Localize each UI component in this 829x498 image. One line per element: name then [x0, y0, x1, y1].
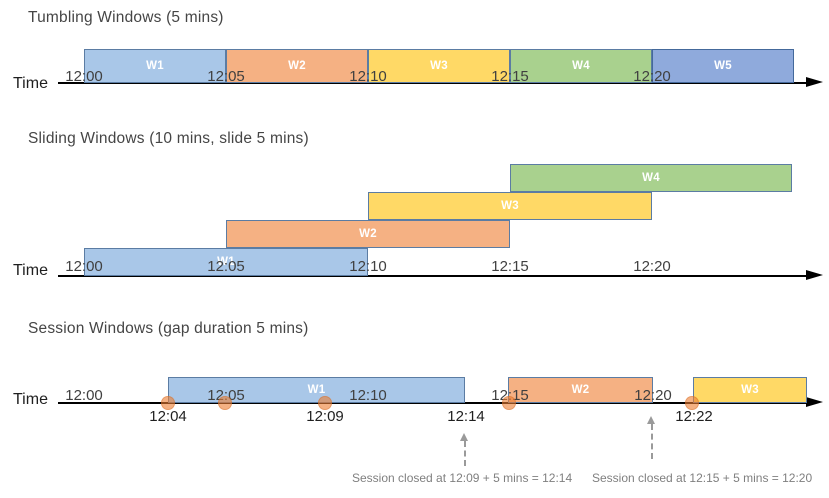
event-dot-1222 — [685, 396, 699, 410]
sliding-tick-1220: 12:20 — [633, 258, 671, 275]
sliding-section-title: Sliding Windows (10 mins, slide 5 mins) — [28, 130, 309, 147]
event-time-label-1214: 12:14 — [447, 408, 485, 425]
session-window-w2: W2 — [508, 377, 653, 403]
sliding-tick-1205: 12:05 — [207, 258, 245, 275]
tumbling-window-w3: W3 — [368, 49, 510, 83]
window-label: W4 — [572, 60, 590, 72]
event-time-label-1204: 12:04 — [149, 408, 187, 425]
tumbling-window-w4: W4 — [510, 49, 652, 83]
tumbling-tick-1205: 12:05 — [207, 68, 245, 85]
sliding-window-w3: W3 — [368, 192, 652, 220]
sliding-time-axis-label: Time — [13, 262, 48, 279]
window-label: W2 — [359, 228, 377, 240]
sliding-window-w2: W2 — [226, 220, 510, 248]
session-tick-1205: 12:05 — [207, 387, 245, 404]
sliding-axis-arrowhead-icon — [806, 270, 823, 280]
session-time-axis-line — [58, 402, 806, 404]
window-label: W2 — [288, 60, 306, 72]
sliding-tick-1210: 12:10 — [349, 258, 387, 275]
event-time-label-1222: 12:22 — [675, 408, 713, 425]
window-label: W5 — [714, 60, 732, 72]
session-tick-1215: 12:15 — [491, 387, 529, 404]
window-label: W2 — [571, 384, 590, 396]
event-dot — [218, 396, 232, 410]
tumbling-tick-1200: 12:00 — [65, 68, 103, 85]
session-section-title: Session Windows (gap duration 5 mins) — [28, 320, 309, 337]
sliding-time-axis-line — [58, 275, 806, 277]
session-closed-arrow-line — [464, 441, 466, 466]
window-label: W1 — [146, 60, 164, 72]
tumbling-tick-1210: 12:10 — [349, 68, 387, 85]
tumbling-time-axis-line — [58, 82, 806, 84]
session-axis-arrowhead-icon — [806, 397, 823, 407]
session-window-w3: W3 — [693, 377, 807, 403]
tumbling-axis-arrowhead-icon — [806, 77, 823, 87]
tumbling-window-w1: W1 — [84, 49, 226, 83]
session-window-w1: W1 — [168, 377, 465, 403]
session-tick-1200: 12:00 — [65, 387, 103, 404]
window-label: W1 — [217, 256, 235, 268]
session-time-axis-label: Time — [13, 391, 48, 408]
tumbling-section-title: Tumbling Windows (5 mins) — [28, 9, 224, 26]
event-dot-1215 — [502, 396, 516, 410]
annotation-session-closed-1220: Session closed at 12:15 + 5 mins = 12:20 — [592, 471, 813, 485]
window-label: W1 — [307, 384, 326, 396]
session-tick-1210: 12:10 — [349, 387, 387, 404]
sliding-window-w4: W4 — [510, 164, 792, 192]
event-dot-1209 — [318, 396, 332, 410]
window-label: W3 — [741, 384, 759, 396]
tumbling-tick-1215: 12:15 — [491, 68, 529, 85]
tumbling-tick-1220: 12:20 — [633, 68, 671, 85]
tumbling-window-w5: W5 — [652, 49, 794, 83]
session-tick-1220: 12:20 — [634, 387, 672, 404]
tumbling-time-axis-label: Time — [13, 75, 48, 92]
window-label: W3 — [430, 60, 448, 72]
session-closed-arrow-line — [651, 424, 653, 459]
sliding-tick-1215: 12:15 — [491, 258, 529, 275]
annotation-session-closed-1214: Session closed at 12:09 + 5 mins = 12:14 — [352, 471, 573, 485]
sliding-tick-1200: 12:00 — [65, 258, 103, 275]
window-label: W3 — [501, 200, 519, 212]
tumbling-window-w2: W2 — [226, 49, 368, 83]
event-time-label-1209: 12:09 — [306, 408, 344, 425]
window-label: W4 — [642, 172, 660, 184]
session-closed-arrow-icon — [647, 416, 655, 424]
session-closed-arrow-icon — [460, 433, 468, 441]
sliding-window-w1: W1 — [84, 248, 368, 276]
event-dot-1204 — [161, 396, 175, 410]
